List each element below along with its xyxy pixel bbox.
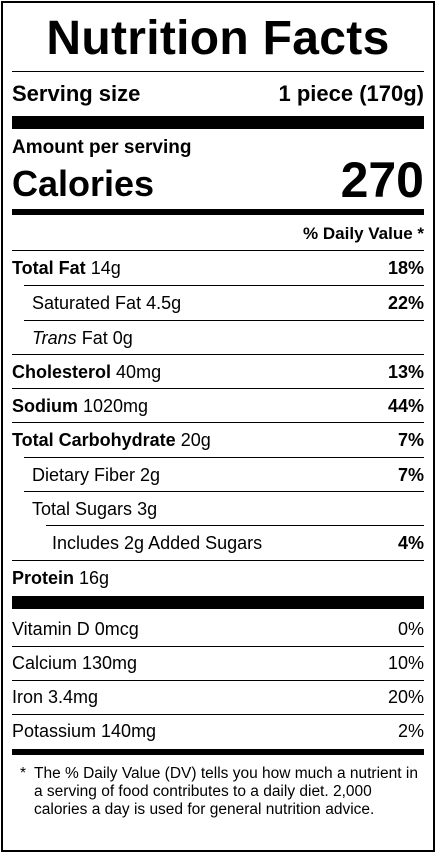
nutrient-name: Total Sugars	[32, 499, 133, 519]
nutrient-dv: 4%	[397, 533, 424, 553]
nutrient-name: Total Fat	[12, 258, 86, 278]
nutrient-name: Protein	[12, 568, 75, 588]
divider-thin	[24, 320, 424, 321]
divider-thin	[12, 422, 424, 423]
divider-thin	[24, 457, 424, 458]
divider-thin	[12, 560, 424, 561]
nutrient-row-sodium: Sodium 1020mg 44%	[12, 389, 424, 423]
nutrient-dv: 7%	[397, 465, 424, 485]
nutrient-amount: 3g	[137, 499, 158, 519]
divider-thick	[12, 116, 424, 129]
calories-value: 270	[340, 152, 424, 208]
nutrient-name: Sodium	[12, 396, 78, 416]
nutrient-row-added-sugars: Includes 2g Added Sugars 4%	[12, 526, 424, 560]
divider-thin	[12, 71, 424, 72]
vitamin-row: Vitamin D 0mcg 0%	[12, 612, 424, 646]
serving-size-value: 1 piece (170g)	[278, 81, 424, 106]
nutrient-row-saturated-fat: Saturated Fat 4.5g 22%	[12, 286, 424, 320]
nutrient-amount: 2g	[140, 465, 161, 485]
nutrient-amount: 0g	[112, 328, 133, 348]
vitamin-name: Potassium 140mg	[12, 721, 157, 741]
serving-size-row: Serving size 1 piece (170g)	[12, 79, 424, 109]
nutrient-amount: 40mg	[116, 362, 162, 382]
divider-thin	[12, 354, 424, 355]
vitamin-name: Vitamin D 0mcg	[12, 619, 139, 639]
nutrient-amount: 14g	[90, 258, 121, 278]
vitamin-dv: 10%	[387, 653, 424, 673]
footnote-marker: *	[20, 765, 27, 782]
nutrient-dv: 13%	[387, 362, 424, 382]
nutrient-dv: 7%	[397, 430, 424, 450]
divider-thin	[24, 491, 424, 492]
nutrient-row-cholesterol: Cholesterol 40mg 13%	[12, 355, 424, 389]
nutrient-name: Includes 2g Added Sugars	[52, 533, 263, 553]
nutrient-name: Trans	[32, 328, 77, 348]
daily-value-header: % Daily Value *	[303, 224, 424, 243]
label-title: Nutrition Facts	[46, 12, 390, 65]
footnote: * The % Daily Value (DV) tells you how m…	[20, 765, 420, 819]
nutrient-dv: 44%	[387, 396, 424, 416]
nutrient-amount: 4.5g	[146, 293, 182, 313]
divider-thin	[46, 525, 424, 526]
nutrient-row-total-carbohydrate: Total Carbohydrate 20g 7%	[12, 423, 424, 457]
nutrient-dv: 18%	[387, 258, 424, 278]
divider-thin	[12, 646, 424, 647]
nutrient-amount: 16g	[79, 568, 110, 588]
vitamin-row: Iron 3.4mg 20%	[12, 680, 424, 714]
vitamin-row: Potassium 140mg 2%	[12, 714, 424, 748]
nutrient-row-total-sugars: Total Sugars 3g	[12, 492, 424, 526]
vitamin-dv: 20%	[387, 687, 424, 707]
nutrient-row-dietary-fiber: Dietary Fiber 2g 7%	[12, 458, 424, 492]
divider-thick	[12, 596, 424, 609]
divider-thin	[12, 680, 424, 681]
divider-thin	[24, 285, 424, 286]
vitamin-dv: 0%	[397, 619, 424, 639]
divider-thin	[12, 714, 424, 715]
nutrient-name: Total Carbohydrate	[12, 430, 176, 450]
divider-medium	[12, 209, 424, 215]
amount-per-serving: Amount per serving	[12, 137, 192, 158]
divider-thin	[12, 250, 424, 251]
nutrient-name: Dietary Fiber	[32, 465, 136, 485]
nutrient-amount: 20g	[180, 430, 211, 450]
serving-size-label: Serving size	[12, 81, 141, 106]
nutrient-name: Saturated Fat	[32, 293, 142, 313]
nutrient-amount: 1020mg	[83, 396, 149, 416]
nutrient-row-total-fat: Total Fat 14g 18%	[12, 251, 424, 285]
nutrient-row-trans-fat: Trans Fat 0g	[12, 321, 424, 355]
calories-label: Calories	[12, 163, 155, 204]
nutrient-name: Cholesterol	[12, 362, 112, 382]
vitamin-dv: 2%	[397, 721, 424, 741]
divider-thin	[12, 388, 424, 389]
vitamin-name: Iron 3.4mg	[12, 687, 99, 707]
nutrient-name-suffix: Fat	[81, 328, 108, 348]
nutrition-facts-label: Nutrition Facts Serving size 1 piece (17…	[1, 1, 435, 852]
nutrient-dv: 22%	[387, 293, 424, 313]
vitamin-name: Calcium 130mg	[12, 653, 138, 673]
nutrient-row-protein: Protein 16g	[12, 561, 424, 595]
vitamin-row: Calcium 130mg 10%	[12, 646, 424, 680]
divider-medium	[12, 749, 424, 755]
footnote-text: The % Daily Value (DV) tells you how muc…	[34, 765, 418, 818]
